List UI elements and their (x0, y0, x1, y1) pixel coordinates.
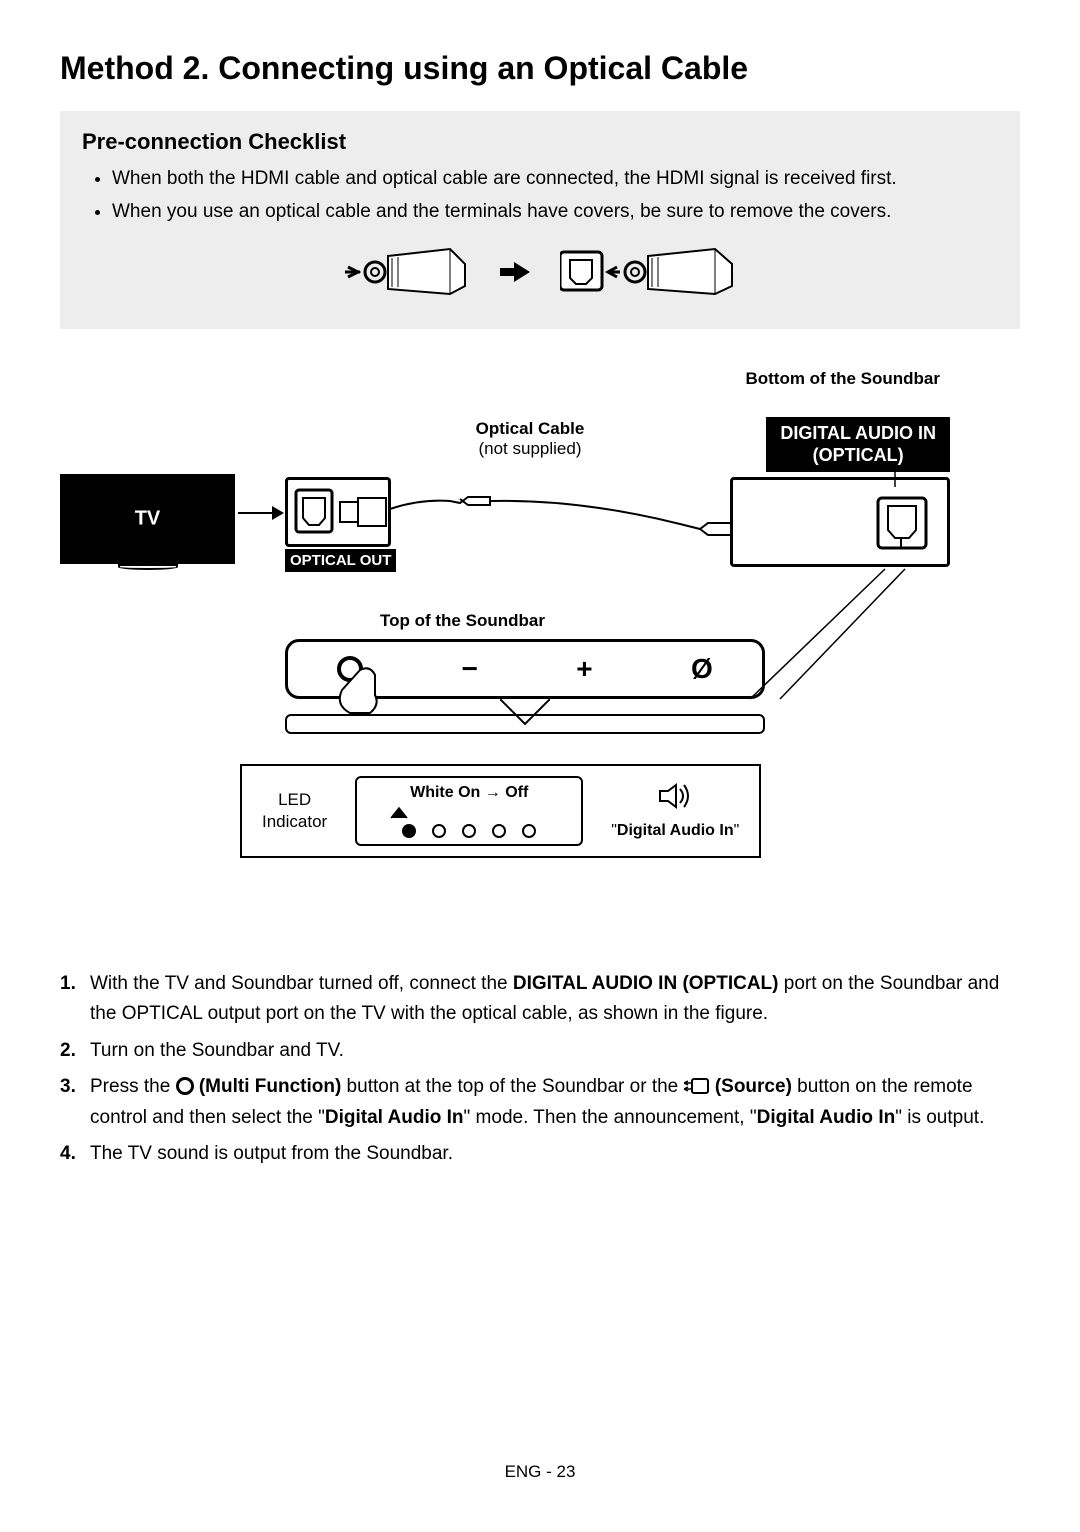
cover-removal-diagram (82, 244, 998, 299)
led-dots (379, 824, 559, 838)
page-title: Method 2. Connecting using an Optical Ca… (60, 50, 1020, 87)
tv-label: TV (135, 508, 161, 531)
step-item: With the TV and Soundbar turned off, con… (60, 969, 1020, 1030)
tv-block: TV (60, 474, 235, 570)
cable-line-icon (360, 469, 780, 549)
led-dot (492, 824, 506, 838)
checklist-list: When both the HDMI cable and optical cab… (82, 165, 998, 226)
led-dot (402, 824, 416, 838)
triangle-indicator-icon (500, 699, 550, 729)
digital-audio-text: DIGITAL AUDIO IN (780, 423, 936, 445)
led-label-line1: LED (262, 789, 327, 811)
multi-function-icon (176, 1077, 194, 1095)
led-dot (432, 824, 446, 838)
led-box-title: White On → Off (379, 784, 559, 802)
led-dot (462, 824, 476, 838)
led-dot (522, 824, 536, 838)
led-indicator-box: White On → Off (355, 776, 583, 846)
bottom-soundbar-label: Bottom of the Soundbar (745, 369, 940, 389)
volume-down-icon: − (462, 653, 478, 685)
top-soundbar-label: Top of the Soundbar (380, 611, 545, 631)
led-indicator-block: LED Indicator White On → Off "Digital Au… (240, 764, 761, 858)
checklist-item: When both the HDMI cable and optical cab… (112, 165, 998, 194)
step-item: Press the (Multi Function) button at the… (60, 1072, 1020, 1133)
speaker-icon (611, 783, 739, 816)
led-label-line2: Indicator (262, 811, 327, 833)
checklist-item: When you use an optical cable and the te… (112, 198, 998, 227)
source-icon (684, 1072, 710, 1102)
steps-list: With the TV and Soundbar turned off, con… (60, 969, 1020, 1170)
speaker-text: "Digital Audio In" (611, 822, 739, 840)
optical-port-open-icon (560, 244, 740, 299)
step-item: Turn on the Soundbar and TV. (60, 1036, 1020, 1066)
page-footer: ENG - 23 (0, 1462, 1080, 1482)
checklist-heading: Pre-connection Checklist (82, 129, 998, 155)
checklist-box: Pre-connection Checklist When both the H… (60, 111, 1020, 329)
digital-audio-subtext: (OPTICAL) (780, 445, 936, 467)
connection-diagram: Bottom of the Soundbar Optical Cable (no… (60, 369, 1020, 939)
digital-audio-in-label: DIGITAL AUDIO IN (OPTICAL) (766, 417, 950, 472)
arrow-right-icon (500, 262, 530, 282)
optical-port-covered-icon (340, 244, 470, 299)
optical-cable-label: Optical Cable (not supplied) (440, 419, 620, 459)
arrow-tv-to-port-icon (238, 503, 284, 523)
optical-cable-subtext: (not supplied) (440, 439, 620, 459)
speaker-column: "Digital Audio In" (611, 783, 739, 840)
step-item: The TV sound is output from the Soundbar… (60, 1139, 1020, 1169)
optical-out-label: OPTICAL OUT (285, 549, 396, 572)
led-label: LED Indicator (262, 789, 327, 833)
volume-up-icon: + (576, 653, 592, 685)
led-pointer-icon (379, 806, 559, 820)
mute-icon: Ø (691, 653, 713, 685)
optical-cable-text: Optical Cable (440, 419, 620, 439)
